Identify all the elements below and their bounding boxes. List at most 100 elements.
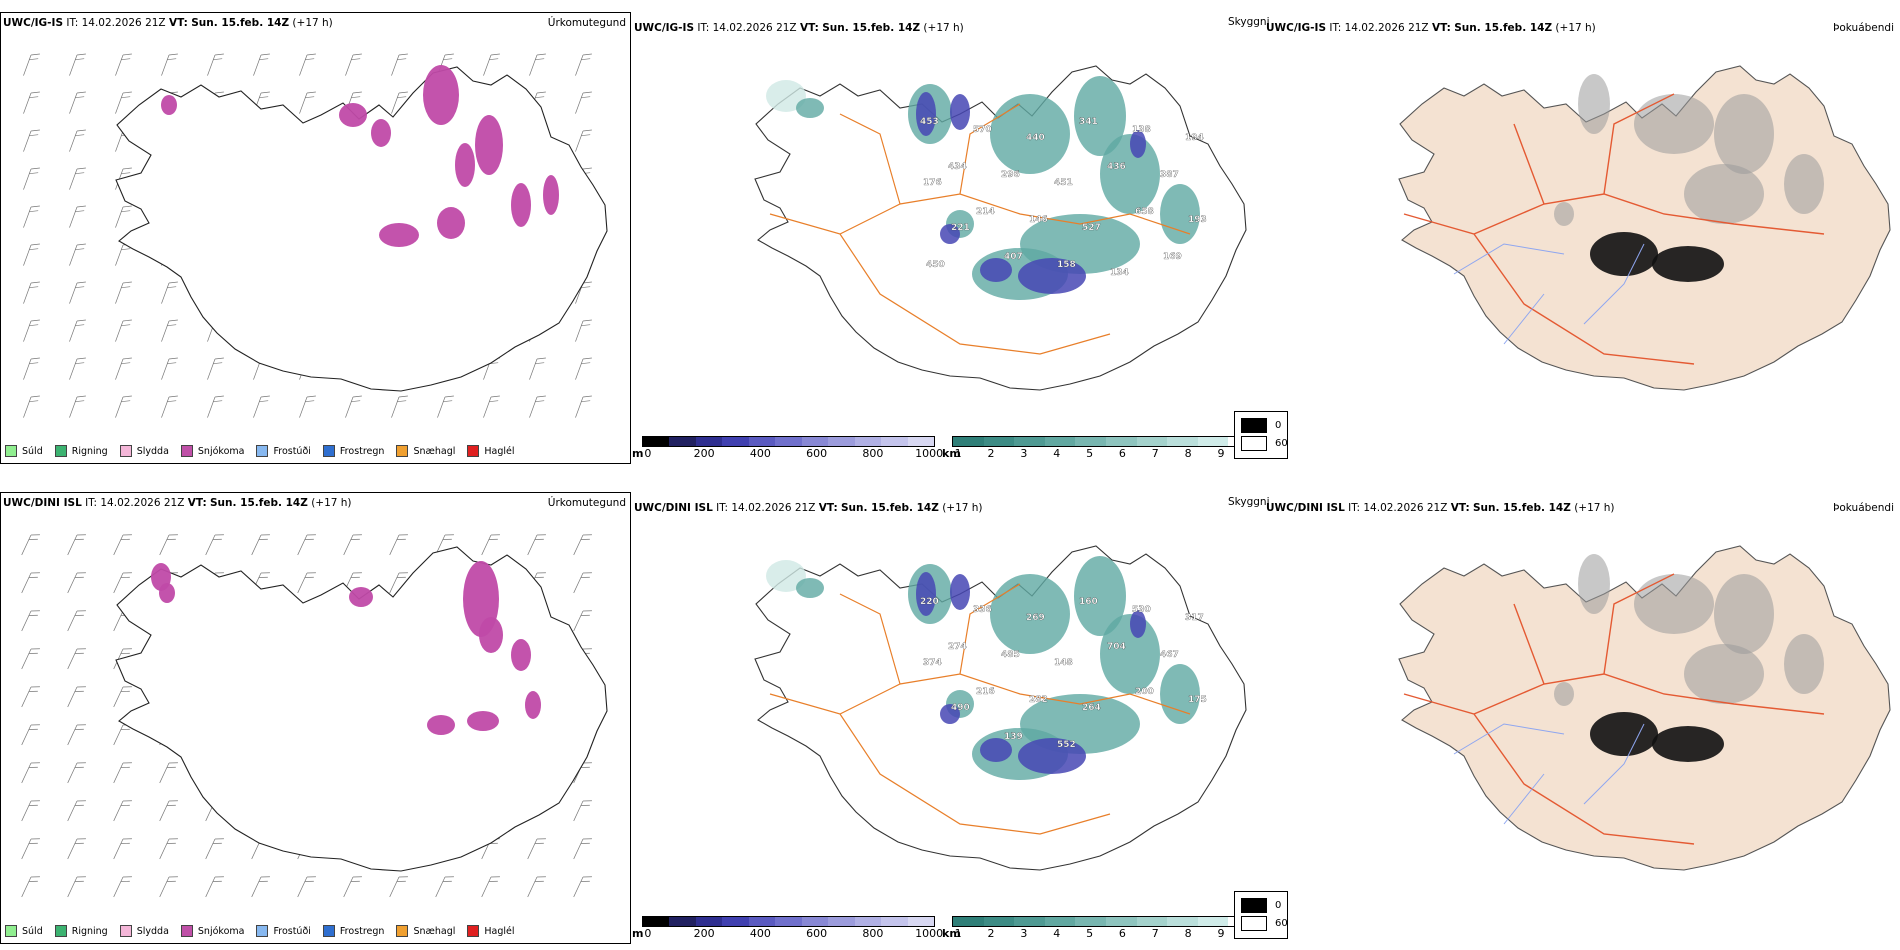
- precip-legend-item: Súld: [5, 445, 43, 457]
- wind-barb: [205, 876, 224, 898]
- fog-panel-row2: UWC/DINI ISL IT: 14.02.2026 21Z VT: Sun.…: [1234, 492, 1900, 944]
- wind-barb: [23, 167, 40, 190]
- low-visibility-area: [1100, 614, 1160, 694]
- wind-barb: [527, 838, 546, 860]
- precip-legend-item: Snjókoma: [180, 925, 244, 937]
- legend-label: Frostregn: [339, 445, 385, 457]
- legend-swatch: [1241, 916, 1267, 931]
- colorbar-bin: [669, 437, 696, 446]
- colorbar-tick: 7: [1151, 927, 1159, 940]
- wind-barb: [529, 53, 546, 76]
- colorbar-tick: 1: [954, 927, 962, 940]
- wind-barb: [69, 129, 86, 152]
- legend-label: Haglél: [484, 925, 515, 937]
- precip-type-panel-row1: UWC/IG-IS IT: 14.02.2026 21Z VT: Sun. 15…: [0, 12, 631, 464]
- wind-barb: [529, 395, 546, 418]
- wind-barb: [299, 53, 316, 76]
- wind-barb: [23, 395, 40, 418]
- precip-legend-item: Frostúði: [256, 925, 311, 937]
- legend-swatch: [467, 445, 480, 457]
- wind-barb: [67, 572, 86, 594]
- wind-barb: [115, 53, 132, 76]
- wind-barb: [297, 572, 316, 594]
- wind-barb: [115, 395, 132, 418]
- colorbar-tick: 600: [806, 927, 828, 940]
- cloud-legend-item: 0: [1241, 418, 1281, 433]
- precip-legend-item: Snæhagl: [396, 925, 455, 937]
- wind-barb: [343, 534, 362, 556]
- legend-swatch: [322, 925, 335, 937]
- wind-barb: [527, 876, 546, 898]
- low-visibility-area: [796, 98, 824, 118]
- wind-barb: [575, 357, 592, 380]
- legend-label: Frostregn: [339, 925, 385, 937]
- ceiling-value: 176: [923, 178, 942, 188]
- colorbar-tick: 1000: [915, 927, 944, 940]
- panel-title: Þokuábendi: [1833, 502, 1894, 514]
- fog-index-area: [1554, 682, 1574, 706]
- wind-barb: [113, 876, 132, 898]
- ceiling-value: 148: [1054, 658, 1073, 668]
- colorbar-tick: 0: [644, 927, 652, 940]
- panel-header: UWC/DINI ISL IT: 14.02.2026 21Z VT: Sun.…: [1266, 502, 1615, 514]
- wind-barb: [297, 876, 316, 898]
- legend-label: Haglél: [484, 445, 515, 457]
- precip-map: [21, 534, 608, 898]
- wind-barb: [253, 395, 270, 418]
- wind-barb: [115, 357, 132, 380]
- wind-barb: [69, 281, 86, 304]
- wind-barb: [161, 281, 178, 304]
- precip-type-panel-row2: UWC/DINI ISL IT: 14.02.2026 21Z VT: Sun.…: [0, 492, 631, 944]
- cloud-ceiling-area: [950, 94, 970, 130]
- legend-label: Frostúði: [273, 445, 311, 457]
- iceland-outline: [1398, 65, 1891, 391]
- legend-swatch: [119, 925, 132, 937]
- colorbar-bin: [643, 917, 670, 926]
- colorbar-strip: [952, 916, 1260, 927]
- legend-swatch: [119, 445, 132, 457]
- wind-barb: [21, 724, 40, 746]
- colorbar-tick: 200: [693, 927, 715, 940]
- precip-legend-item: Frostúði: [256, 445, 311, 457]
- colorbar-bin: [1075, 917, 1106, 926]
- colorbar-tick: 2: [987, 447, 995, 460]
- wind-barb: [115, 319, 132, 342]
- wind-barb: [391, 53, 408, 76]
- wind-barb: [205, 838, 224, 860]
- colorbar-tick: 400: [749, 447, 771, 460]
- precip-legend-item: Súld: [5, 925, 43, 937]
- wind-barb: [113, 762, 132, 784]
- wind-barb: [23, 281, 40, 304]
- colorbar-tick: 1: [954, 447, 962, 460]
- wind-barb: [575, 91, 592, 114]
- colorbar-unit: km: [942, 447, 961, 460]
- snowfall-area: [371, 119, 391, 147]
- cloud-ceiling-area: [916, 572, 936, 616]
- wind-barb: [573, 610, 592, 632]
- fog-index-area: [1714, 574, 1774, 654]
- legend-swatch: [1241, 436, 1267, 451]
- colorbar-bin: [1014, 917, 1045, 926]
- colorbar-bin: [775, 917, 802, 926]
- colorbar-bin: [695, 917, 723, 926]
- cloud-legend-item: 0: [1241, 898, 1281, 913]
- fog-index-area: [1714, 94, 1774, 174]
- wind-barb: [23, 357, 40, 380]
- colorbar-unit: km: [942, 927, 961, 940]
- wind-barb: [67, 686, 86, 708]
- wind-barb: [161, 395, 178, 418]
- road-network: [769, 583, 1191, 835]
- low-visibility-area: [1160, 664, 1200, 724]
- snowfall-area: [479, 617, 503, 653]
- colorbar-bin: [722, 437, 749, 446]
- colorbar-tick: 6: [1118, 447, 1126, 460]
- ceiling-value: 274: [948, 642, 967, 652]
- ceiling-value: 527: [1082, 223, 1101, 233]
- panel-title: Skyggni: [1228, 496, 1270, 508]
- fog-index-area: [1684, 164, 1764, 224]
- fog-index-area: [1684, 644, 1764, 704]
- wind-barb: [345, 395, 362, 418]
- legend-swatch: [256, 445, 269, 457]
- ceiling-value: 193: [1188, 215, 1207, 225]
- wind-barb: [481, 876, 500, 898]
